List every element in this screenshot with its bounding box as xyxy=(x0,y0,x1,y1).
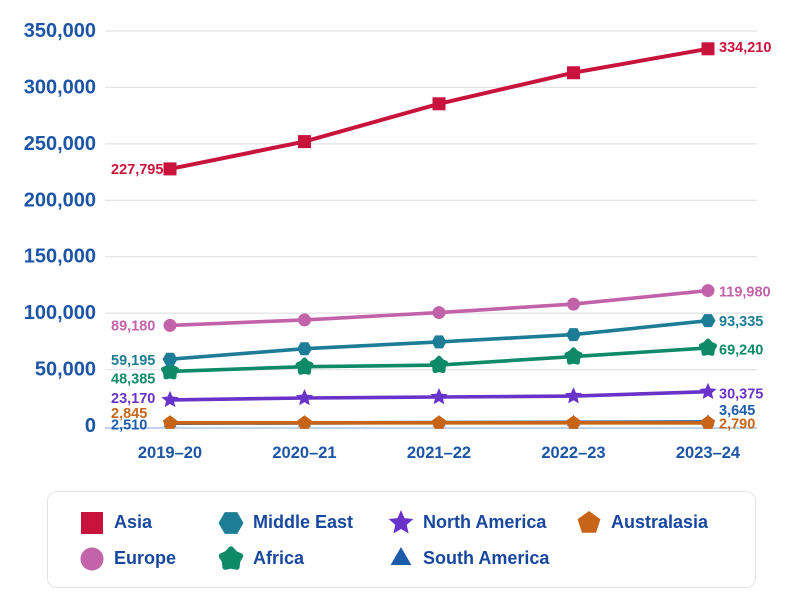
data-label-middle-east-first: 59,195 xyxy=(111,353,155,369)
data-label-south-america-first: 2,510 xyxy=(111,418,147,434)
legend-label-south-america: South America xyxy=(423,548,550,568)
marker-australasia-3 xyxy=(566,415,581,429)
marker-asia-3 xyxy=(567,66,580,80)
data-label-africa-last: 69,240 xyxy=(719,342,763,358)
y-tick-label: 250,000 xyxy=(24,133,96,155)
marker-middle-east-1 xyxy=(297,342,312,356)
legend-label-africa: Africa xyxy=(253,548,305,568)
africa-marker-shape xyxy=(218,545,244,570)
data-label-north-america-first: 23,170 xyxy=(111,391,155,407)
marker-middle-east-2 xyxy=(431,335,447,349)
marker-europe-1 xyxy=(298,313,311,327)
marker-europe-0 xyxy=(163,318,177,332)
asia-marker-shape xyxy=(81,511,103,534)
legend-item-europe: Europe xyxy=(79,545,218,572)
data-label-africa-first: 48,385 xyxy=(111,371,155,387)
legend-label-europe: Europe xyxy=(114,548,177,568)
x-tick-label: 2021–22 xyxy=(407,444,471,462)
legend-item-middle-east: Middle East xyxy=(218,509,388,536)
line-chart: 350,000 300,000 250,000 200,000 150,000 100,0… xyxy=(24,20,772,462)
legend-item-asia: Asia xyxy=(79,509,218,536)
marker-australasia-4 xyxy=(700,415,716,429)
legend-item-australasia: Australasia xyxy=(576,509,747,536)
marker-middle-east-0 xyxy=(162,352,178,366)
marker-europe-4 xyxy=(701,284,715,298)
marker-africa-1 xyxy=(295,357,314,375)
y-tick-label: 200,000 xyxy=(24,189,96,211)
marker-asia-2 xyxy=(432,97,446,111)
data-label-europe-first: 89,180 xyxy=(111,318,155,334)
legend-item-africa: Africa xyxy=(218,545,388,572)
chart-legend: Asia Middle East North America Australasia E… xyxy=(47,491,756,588)
data-label-europe-last: 119,980 xyxy=(719,285,771,301)
marker-europe-2 xyxy=(432,306,446,320)
x-tick-label: 2019–20 xyxy=(138,444,202,462)
australasia-marker-shape xyxy=(577,510,601,533)
africa-star-rounded-icon xyxy=(218,545,244,570)
y-tick-label: 150,000 xyxy=(24,246,96,268)
x-tick-label: 2023–24 xyxy=(676,444,741,462)
north-america-marker-shape xyxy=(388,509,414,534)
data-label-middle-east-last: 93,335 xyxy=(719,314,763,330)
legend-label-middle-east: Middle East xyxy=(253,512,354,532)
marker-middle-east-4 xyxy=(700,314,716,328)
marker-africa-2 xyxy=(429,355,449,374)
marker-africa-4 xyxy=(698,338,718,356)
legend-item-south-america: South America xyxy=(388,545,576,572)
marker-north-america-0 xyxy=(161,390,179,408)
y-tick-label: 0 xyxy=(85,415,96,437)
data-label-australasia-last: 2,790 xyxy=(719,416,755,432)
asia-square-icon xyxy=(81,511,103,534)
south-america-triangle-icon xyxy=(390,546,412,565)
marker-australasia-2 xyxy=(431,415,447,429)
legend-label-australasia: Australasia xyxy=(611,512,709,532)
data-label-asia-first: 227,795 xyxy=(111,162,163,178)
legend-item-north-america: North America xyxy=(388,509,576,536)
marker-asia-4 xyxy=(701,42,715,56)
x-tick-label: 2022–23 xyxy=(541,444,605,462)
marker-australasia-0 xyxy=(162,415,178,429)
y-tick-label: 350,000 xyxy=(24,20,96,42)
data-label-south-america-last: 3,645 xyxy=(719,403,755,419)
north-america-star-icon xyxy=(388,509,414,534)
y-tick-label: 300,000 xyxy=(24,76,96,98)
legend-label-north-america: North America xyxy=(423,512,547,532)
x-tick-label: 2020–21 xyxy=(272,444,336,462)
marker-asia-1 xyxy=(298,135,311,149)
europe-circle-icon xyxy=(80,547,104,570)
south-america-marker-shape xyxy=(390,546,412,565)
marker-north-america-3 xyxy=(564,387,583,404)
marker-australasia-1 xyxy=(297,415,312,429)
australasia-pentagon-icon xyxy=(577,510,601,533)
legend-label-asia: Asia xyxy=(114,512,153,532)
marker-africa-0 xyxy=(160,362,180,380)
marker-middle-east-3 xyxy=(566,328,581,342)
marker-africa-3 xyxy=(564,347,583,365)
europe-marker-shape xyxy=(80,547,104,570)
data-label-asia-last: 334,210 xyxy=(719,40,771,56)
marker-north-america-1 xyxy=(295,389,314,406)
marker-north-america-4 xyxy=(699,382,717,399)
middle-east-marker-shape xyxy=(218,511,244,534)
y-tick-label: 100,000 xyxy=(24,302,96,324)
middle-east-hexagon-icon xyxy=(218,511,244,534)
marker-north-america-2 xyxy=(430,387,448,405)
y-tick-label: 50,000 xyxy=(35,359,96,381)
data-label-north-america-last: 30,375 xyxy=(719,387,763,403)
marker-asia-0 xyxy=(163,162,177,176)
data-label-australasia-first: 2,845 xyxy=(111,406,147,422)
marker-europe-3 xyxy=(567,297,580,311)
